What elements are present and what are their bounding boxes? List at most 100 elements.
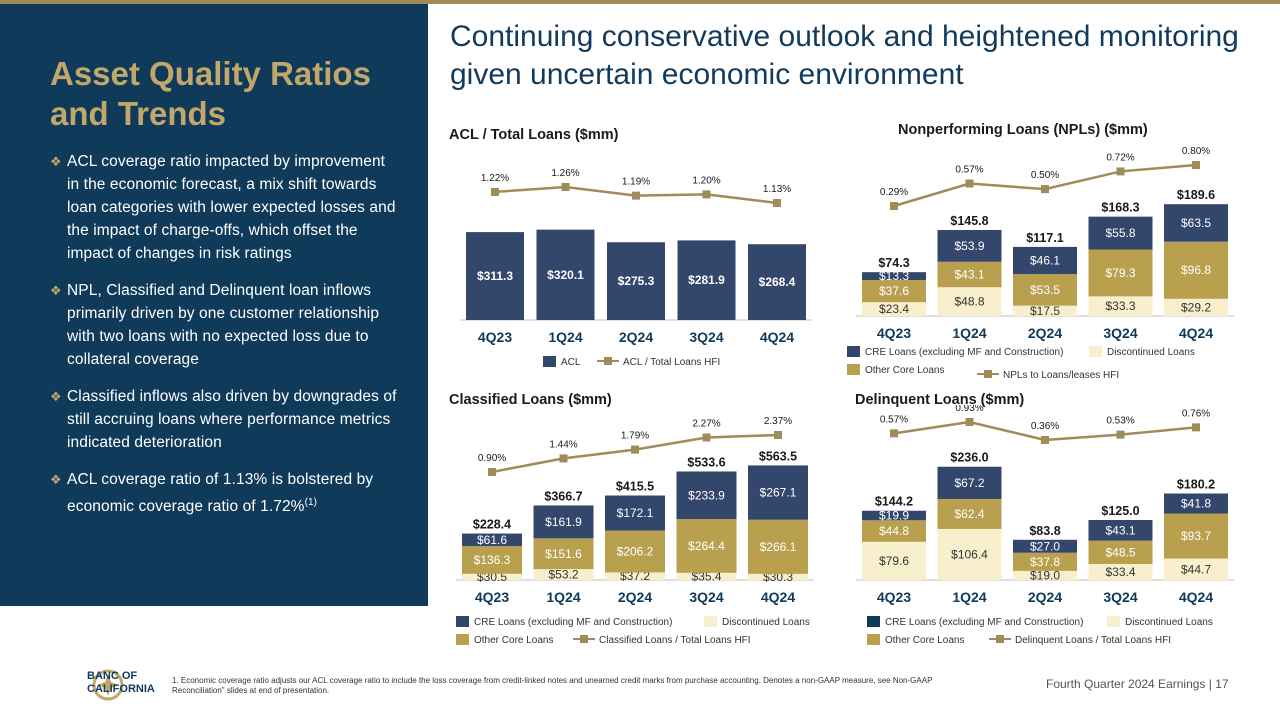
ratio-marker [561, 183, 570, 191]
data-label: $41.8 [1181, 497, 1211, 511]
bullet-item: ❖ NPL, Classified and Delinquent loan inf… [50, 279, 400, 371]
ratio-marker [965, 179, 974, 188]
data-label: $46.1 [1030, 254, 1060, 268]
sidebar-panel: Asset Quality Ratios and Trends ❖ ACL cov… [0, 4, 428, 606]
bar-segment [1164, 513, 1228, 559]
data-label: $151.6 [545, 547, 582, 561]
ratio-label: 1.26% [551, 168, 579, 179]
ratio-marker [1041, 185, 1049, 194]
x-tick-label: 2Q24 [1028, 589, 1062, 605]
bar-segment [862, 280, 926, 303]
footnote: 1. Economic coverage ratio adjusts our A… [172, 676, 933, 695]
ratio-label: 1.13% [763, 184, 791, 195]
data-label: $63.5 [1181, 216, 1211, 230]
ratio-marker [774, 431, 782, 439]
legend-marker-swatch [984, 370, 992, 378]
legend-label: Discontinued Loans [1125, 617, 1213, 628]
ratio-label: 0.57% [955, 164, 983, 175]
bar-segment [862, 302, 926, 316]
ratio-label: 1.44% [549, 439, 577, 450]
footnote-marker: (1) [304, 497, 318, 508]
legend-label: Discontinued Loans [722, 617, 810, 628]
total-label: $74.3 [878, 256, 909, 270]
legend-label: Other Core Loans [885, 635, 965, 646]
bullet-text: Classified inflows also driven by downgr… [67, 388, 397, 451]
data-label: $266.1 [760, 540, 797, 554]
bar-segment [1013, 570, 1077, 580]
bar-segment [605, 572, 665, 580]
total-label: $563.5 [759, 449, 797, 463]
sidebar-title: Asset Quality Ratios and Trends [50, 55, 371, 132]
total-label: $415.5 [616, 480, 654, 494]
legend-swatch [1089, 346, 1102, 357]
top-accent-bar [0, 0, 1280, 4]
ratio-marker [1192, 423, 1200, 432]
data-label: $37.6 [879, 284, 909, 298]
bullet-text: ACL coverage ratio of 1.13% is bolstered… [67, 471, 374, 516]
total-label: $145.8 [950, 214, 988, 228]
data-label: $23.4 [879, 302, 909, 316]
ratio-marker [491, 187, 499, 196]
data-label: $53.9 [954, 239, 984, 253]
bullet-item: ❖ Classified inflows also driven by downg… [50, 385, 400, 454]
bar-segment [462, 533, 522, 547]
data-label: $55.8 [1105, 226, 1135, 240]
bar-segment [676, 519, 737, 573]
bar-segment [676, 572, 737, 580]
data-label: $268.4 [759, 275, 796, 289]
bar-segment [533, 538, 594, 570]
bar-segment [1164, 558, 1228, 580]
bar-segment [1164, 298, 1228, 316]
bar-segment [1088, 249, 1153, 297]
data-label: $13.3 [879, 269, 909, 283]
bar-segment [1088, 540, 1153, 564]
data-label: $35.4 [691, 569, 721, 583]
ratio-label: 2.27% [692, 419, 720, 430]
ratio-marker [1116, 430, 1125, 439]
delinquent-chart: $79.6 $44.8$19.9$144.2 4Q23 $106.4 $62.4 $67.… [856, 405, 1234, 646]
x-tick-label: 2Q24 [618, 589, 652, 605]
legend-label: NPLs to Loans/leases HFI [1003, 370, 1119, 381]
x-tick-label: 4Q23 [475, 589, 509, 605]
total-label: $533.6 [687, 455, 725, 469]
ratio-marker [702, 190, 711, 199]
ratio-label: 0.29% [880, 187, 908, 198]
data-label: $37.2 [620, 569, 650, 583]
x-tick-label: 4Q23 [478, 329, 512, 345]
ratio-label: 0.93% [955, 405, 983, 414]
data-label: $19.9 [879, 509, 909, 523]
chart-title-delinquent: Delinquent Loans ($mm) [855, 392, 1025, 408]
legend-label: Discontinued Loans [1107, 347, 1195, 358]
data-label: $48.5 [1105, 545, 1135, 559]
ratio-label: 1.19% [622, 177, 650, 188]
bar-segment [466, 232, 524, 320]
bar-segment [1088, 520, 1153, 541]
legend-swatch [543, 356, 556, 367]
total-label: $125.0 [1101, 504, 1139, 518]
bar-segment [748, 573, 808, 580]
bar-segment [862, 541, 926, 580]
bar-segment [605, 495, 665, 531]
bullet-text: NPL, Classified and Delinquent loan infl… [67, 282, 380, 368]
data-label: $53.2 [548, 568, 578, 582]
ratio-label: 0.80% [1182, 146, 1210, 157]
data-label: $53.5 [1030, 283, 1060, 297]
data-label: $79.6 [879, 554, 909, 568]
total-label: $168.3 [1101, 201, 1139, 215]
bar-segment [1013, 552, 1077, 571]
x-tick-label: 1Q24 [952, 325, 986, 341]
ratio-marker [559, 454, 568, 463]
logo-line-2: CALIFORNIA [87, 683, 155, 695]
ratio-label: 0.90% [478, 453, 506, 464]
bar-segment [937, 498, 1002, 529]
classified-chart: $30.5$136.3$61.6$228.44Q23$53.2$151.6$16… [456, 416, 814, 646]
data-label: $17.5 [1030, 304, 1060, 318]
data-label: $275.3 [618, 274, 655, 288]
x-tick-label: 3Q24 [689, 589, 723, 605]
bar-segment [462, 546, 522, 574]
bar-segment [862, 272, 926, 281]
bar-segment [607, 242, 665, 320]
total-label: $228.4 [473, 518, 511, 532]
x-tick-label: 1Q24 [952, 589, 986, 605]
x-tick-label: 4Q24 [761, 589, 795, 605]
